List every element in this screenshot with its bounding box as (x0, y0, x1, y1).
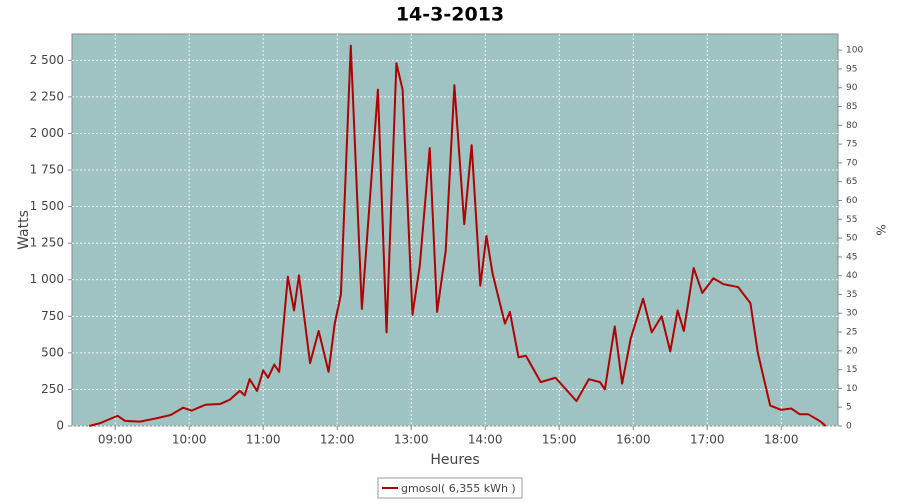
x-tick-label: 10:00 (172, 433, 207, 447)
y2-tick-label: 65 (846, 177, 857, 187)
y2-tick-label: 40 (846, 271, 858, 281)
x-tick-label: 16:00 (616, 433, 651, 447)
y2-tick-label: 25 (846, 328, 857, 338)
series-line (89, 44, 827, 427)
y2-tick-label: 50 (846, 234, 858, 244)
y2-tick-label: 0 (846, 422, 852, 432)
x-tick-label: 17:00 (690, 433, 725, 447)
x-tick-label: 09:00 (98, 433, 133, 447)
y-tick-label: 2 000 (30, 126, 64, 140)
y2-tick-label: 95 (846, 64, 857, 74)
y2-tick-label: 90 (846, 83, 858, 93)
y-tick-label: 2 500 (30, 53, 64, 67)
y2-axis-label: % (874, 224, 888, 235)
chart-title: 14-3-2013 (396, 4, 504, 26)
y2-tick-label: 60 (846, 196, 858, 206)
y2-tick-label: 75 (846, 140, 857, 150)
y-tick-label: 500 (41, 345, 64, 359)
x-tick-label: 13:00 (394, 433, 429, 447)
x-axis-label: Heures (430, 452, 479, 468)
legend-label: gmosol( 6,355 kWh ) (401, 482, 516, 495)
y2-tick-label: 100 (846, 46, 863, 56)
legend-box (377, 477, 523, 499)
y2-tick-label: 20 (846, 346, 858, 356)
x-tick-label: 18:00 (764, 433, 799, 447)
y2-tick-label: 10 (846, 384, 858, 394)
y-tick-label: 1 750 (30, 163, 64, 177)
x-tick-label: 14:00 (468, 433, 503, 447)
y2-tick-label: 35 (846, 290, 857, 300)
y2-tick-label: 15 (846, 365, 857, 375)
y2-tick-label: 30 (846, 309, 858, 319)
x-tick-label: 11:00 (246, 433, 281, 447)
y-tick-label: 1 000 (30, 272, 64, 286)
x-tick-label: 12:00 (320, 433, 355, 447)
y2-tick-label: 70 (846, 158, 858, 168)
y-tick-label: 1 500 (30, 199, 64, 213)
y2-tick-label: 80 (846, 121, 858, 131)
y-tick-label: 2 250 (30, 89, 64, 103)
y-axis-label: Watts (16, 210, 32, 250)
y-tick-label: 0 (56, 419, 64, 433)
y2-tick-label: 45 (846, 252, 857, 262)
y-tick-label: 750 (41, 309, 64, 323)
y-tick-label: 1 250 (30, 236, 64, 250)
x-tick-label: 15:00 (542, 433, 577, 447)
plot-area (71, 33, 839, 427)
y-tick-label: 250 (41, 382, 64, 396)
y2-tick-label: 55 (846, 215, 857, 225)
y2-tick-label: 5 (846, 403, 852, 413)
y2-tick-label: 85 (846, 102, 857, 112)
